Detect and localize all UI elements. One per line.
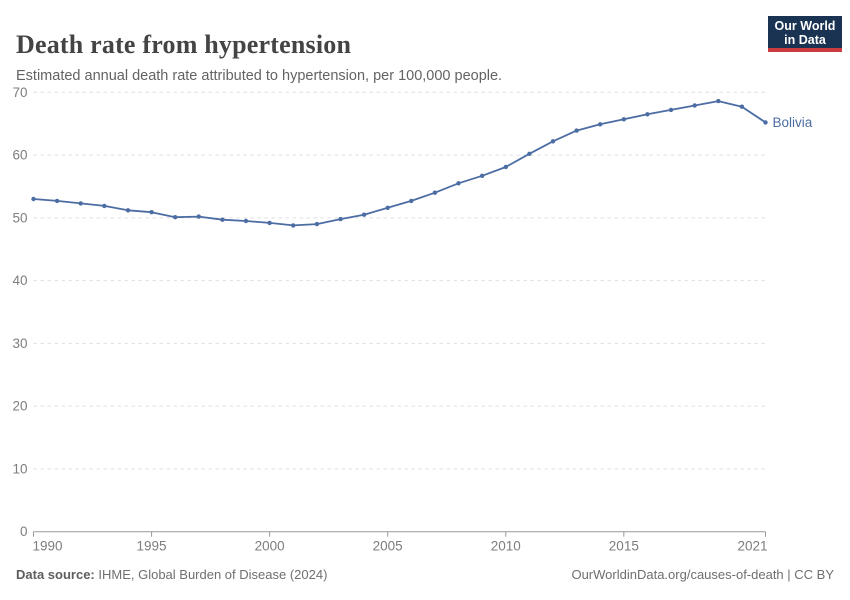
data-point [149,210,154,215]
data-point [125,208,131,213]
data-source-note: Data source: IHME, Global Burden of Dise… [16,567,327,582]
data-point [361,212,367,217]
owid-logo-line1: Our World [774,19,836,33]
data-point [385,205,390,210]
data-point [550,139,556,144]
data-point [31,196,36,202]
page-title: Death rate from hypertension [16,30,352,60]
y-tick-label: 10 [12,461,27,476]
data-source-value: IHME, Global Burden of Disease (2024) [94,567,328,582]
data-point [196,214,201,219]
y-tick-label: 0 [20,524,28,539]
owid-logo-line2: in Data [784,33,826,47]
data-point [456,181,461,186]
data-point [314,221,320,227]
data-point [267,220,272,226]
y-tick-label: 20 [12,399,27,414]
data-point [409,198,414,204]
x-tick-label: 2021 [737,539,767,554]
data-point [220,217,225,222]
data-point [574,128,579,133]
line-chart: 0 10 20 30 40 50 60 70 1990 1995 2000 2005 2010 2015 2… [12,85,813,554]
data-point [621,117,626,122]
data-point [503,164,508,170]
data-point [739,104,745,109]
data-point [668,107,674,113]
data-point [173,215,178,220]
data-point [291,223,296,228]
y-tick-label: 30 [12,336,27,351]
data-line [33,100,766,227]
y-tick-label: 70 [12,85,27,100]
y-tick-label: 60 [12,148,27,163]
x-tick-label: 2000 [255,539,285,554]
data-point [54,198,60,204]
x-tick-label: 2015 [609,539,639,554]
chart-footer: Data source: IHME, Global Burden of Dise… [16,567,834,582]
data-point [763,120,768,125]
data-point [432,190,438,195]
data-point [102,203,107,209]
data-point [243,218,249,224]
data-point [692,103,697,108]
y-tick-label: 40 [12,273,27,288]
data-point [645,112,650,117]
license-note: OurWorldinData.org/causes-of-death | CC … [571,567,834,582]
data-point [479,173,485,178]
x-tick-label: 1995 [137,539,167,554]
chart-subtitle: Estimated annual death rate attributed t… [16,67,503,84]
x-tick-label: 1990 [33,539,63,554]
x-tick-label: 2010 [491,539,521,554]
data-source-label: Data source: [16,567,95,582]
data-point [78,201,83,206]
data-point [716,98,721,104]
data-point [338,216,343,222]
data-point [527,151,532,156]
data-point [598,122,603,127]
y-tick-label: 50 [12,210,27,225]
x-tick-label: 2005 [373,539,403,554]
owid-logo: Our World in Data [768,16,842,52]
series-end-label: Bolivia [773,115,813,130]
